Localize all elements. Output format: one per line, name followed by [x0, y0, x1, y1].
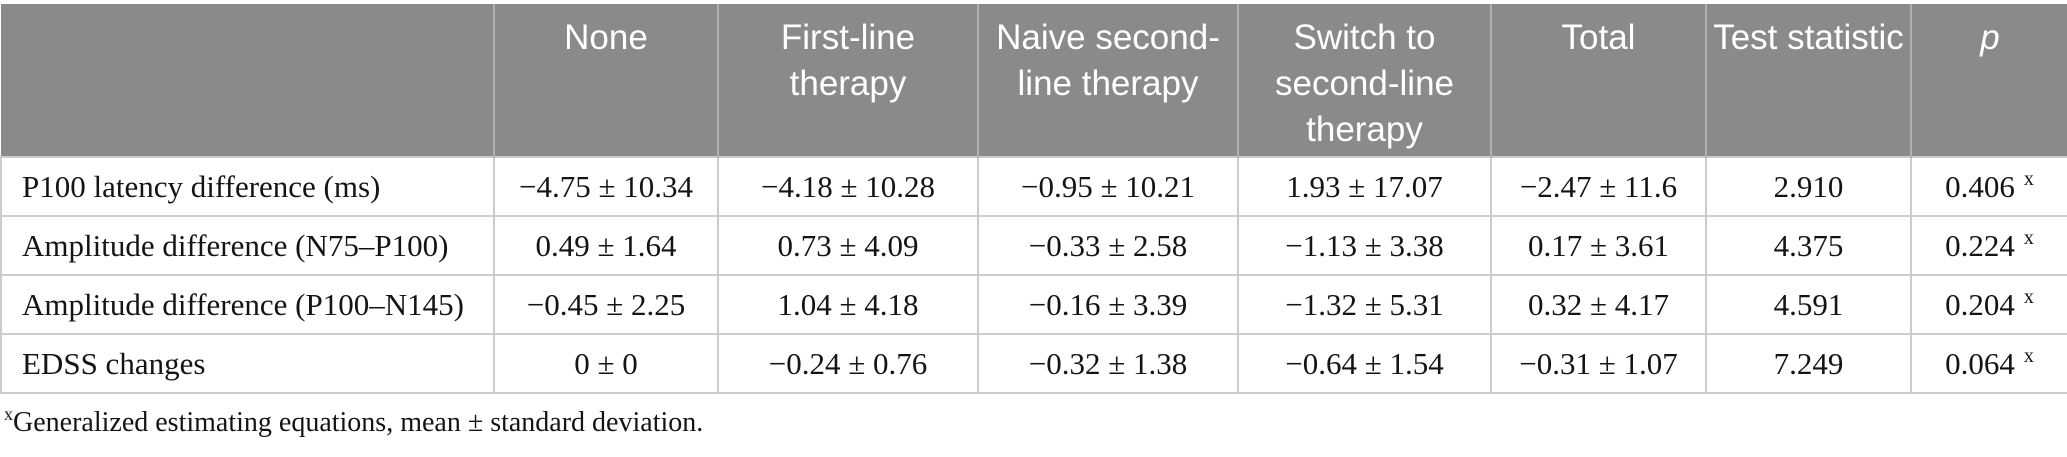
table-cell: −0.16 ± 3.39 [977, 274, 1239, 335]
column-header-p: p [1910, 4, 2067, 157]
footnote-marker: x [2023, 226, 2034, 249]
table-cell: 2.910 [1705, 156, 1912, 217]
p-value: 0.204 [1945, 286, 2015, 322]
table-cell: −0.24 ± 0.76 [717, 333, 979, 394]
table-cell: −0.95 ± 10.21 [977, 156, 1239, 217]
p-value: 0.064 [1945, 345, 2015, 381]
table-cell: −0.32 ± 1.38 [977, 333, 1239, 394]
table-cell: −1.13 ± 3.38 [1237, 215, 1492, 276]
table-row-p100-latency: P100 latency difference (ms) −4.75 ± 10.… [0, 156, 2067, 217]
table-row-amplitude-p100-n145: Amplitude difference (P100–N145) −0.45 ±… [0, 274, 2067, 335]
table-cell-p-value: 0.406 x [1910, 156, 2067, 217]
table-cell: 1.04 ± 4.18 [717, 274, 979, 335]
footnote-marker: x [4, 404, 13, 424]
statistics-table: None First-line therapy Naive second-lin… [0, 4, 2067, 394]
column-header-naive-second-line-therapy: Naive second-line therapy [977, 4, 1238, 157]
footnote-marker: x [2023, 167, 2034, 190]
table-cell-p-value: 0.224 x [1910, 215, 2067, 276]
p-value: 0.406 [1945, 168, 2015, 204]
table-cell: −0.31 ± 1.07 [1490, 333, 1707, 394]
table-cell: −1.32 ± 5.31 [1237, 274, 1492, 335]
table-cell: 4.375 [1705, 215, 1912, 276]
row-label: P100 latency difference (ms) [0, 156, 495, 217]
column-header-none: None [493, 4, 718, 157]
footnote-text: Generalized estimating equations, mean ±… [13, 407, 704, 438]
column-header-first-line-therapy: First-line therapy [717, 4, 978, 157]
row-label: Amplitude difference (N75–P100) [0, 215, 495, 276]
table-footnote: xGeneralized estimating equations, mean … [4, 404, 2067, 439]
header-row: None First-line therapy Naive second-lin… [1, 4, 2067, 157]
footnote-marker: x [2023, 285, 2034, 308]
table-cell: −0.33 ± 2.58 [977, 215, 1239, 276]
table-cell: 0.32 ± 4.17 [1490, 274, 1707, 335]
table-cell: 1.93 ± 17.07 [1237, 156, 1492, 217]
row-label: EDSS changes [0, 333, 495, 394]
table-cell: −4.75 ± 10.34 [493, 156, 719, 217]
table-cell: 7.249 [1705, 333, 1912, 394]
table-row-amplitude-n75-p100: Amplitude difference (N75–P100) 0.49 ± 1… [0, 215, 2067, 276]
table-cell-p-value: 0.064 x [1910, 333, 2067, 394]
column-header-total: Total [1490, 4, 1706, 157]
paper-table-figure: None First-line therapy Naive second-lin… [0, 4, 2067, 457]
table-cell: −0.64 ± 1.54 [1237, 333, 1492, 394]
table-cell: 4.591 [1705, 274, 1912, 335]
footnote-marker: x [2023, 344, 2034, 367]
table-cell-p-value: 0.204 x [1910, 274, 2067, 335]
column-header-test-statistic: Test statistic [1705, 4, 1911, 157]
table-row-edss-changes: EDSS changes 0 ± 0 −0.24 ± 0.76 −0.32 ± … [0, 333, 2067, 394]
table-cell: −4.18 ± 10.28 [717, 156, 979, 217]
column-header-switch-to-second-line-therapy: Switch to second-line therapy [1237, 4, 1491, 157]
table-cell: −2.47 ± 11.6 [1490, 156, 1707, 217]
row-label: Amplitude difference (P100–N145) [0, 274, 495, 335]
table-cell: 0.17 ± 3.61 [1490, 215, 1707, 276]
p-value: 0.224 [1945, 227, 2015, 263]
column-header-empty [1, 4, 494, 157]
table-cell: 0.49 ± 1.64 [493, 215, 719, 276]
table-cell: 0.73 ± 4.09 [717, 215, 979, 276]
table-cell: −0.45 ± 2.25 [493, 274, 719, 335]
table-cell: 0 ± 0 [493, 333, 719, 394]
